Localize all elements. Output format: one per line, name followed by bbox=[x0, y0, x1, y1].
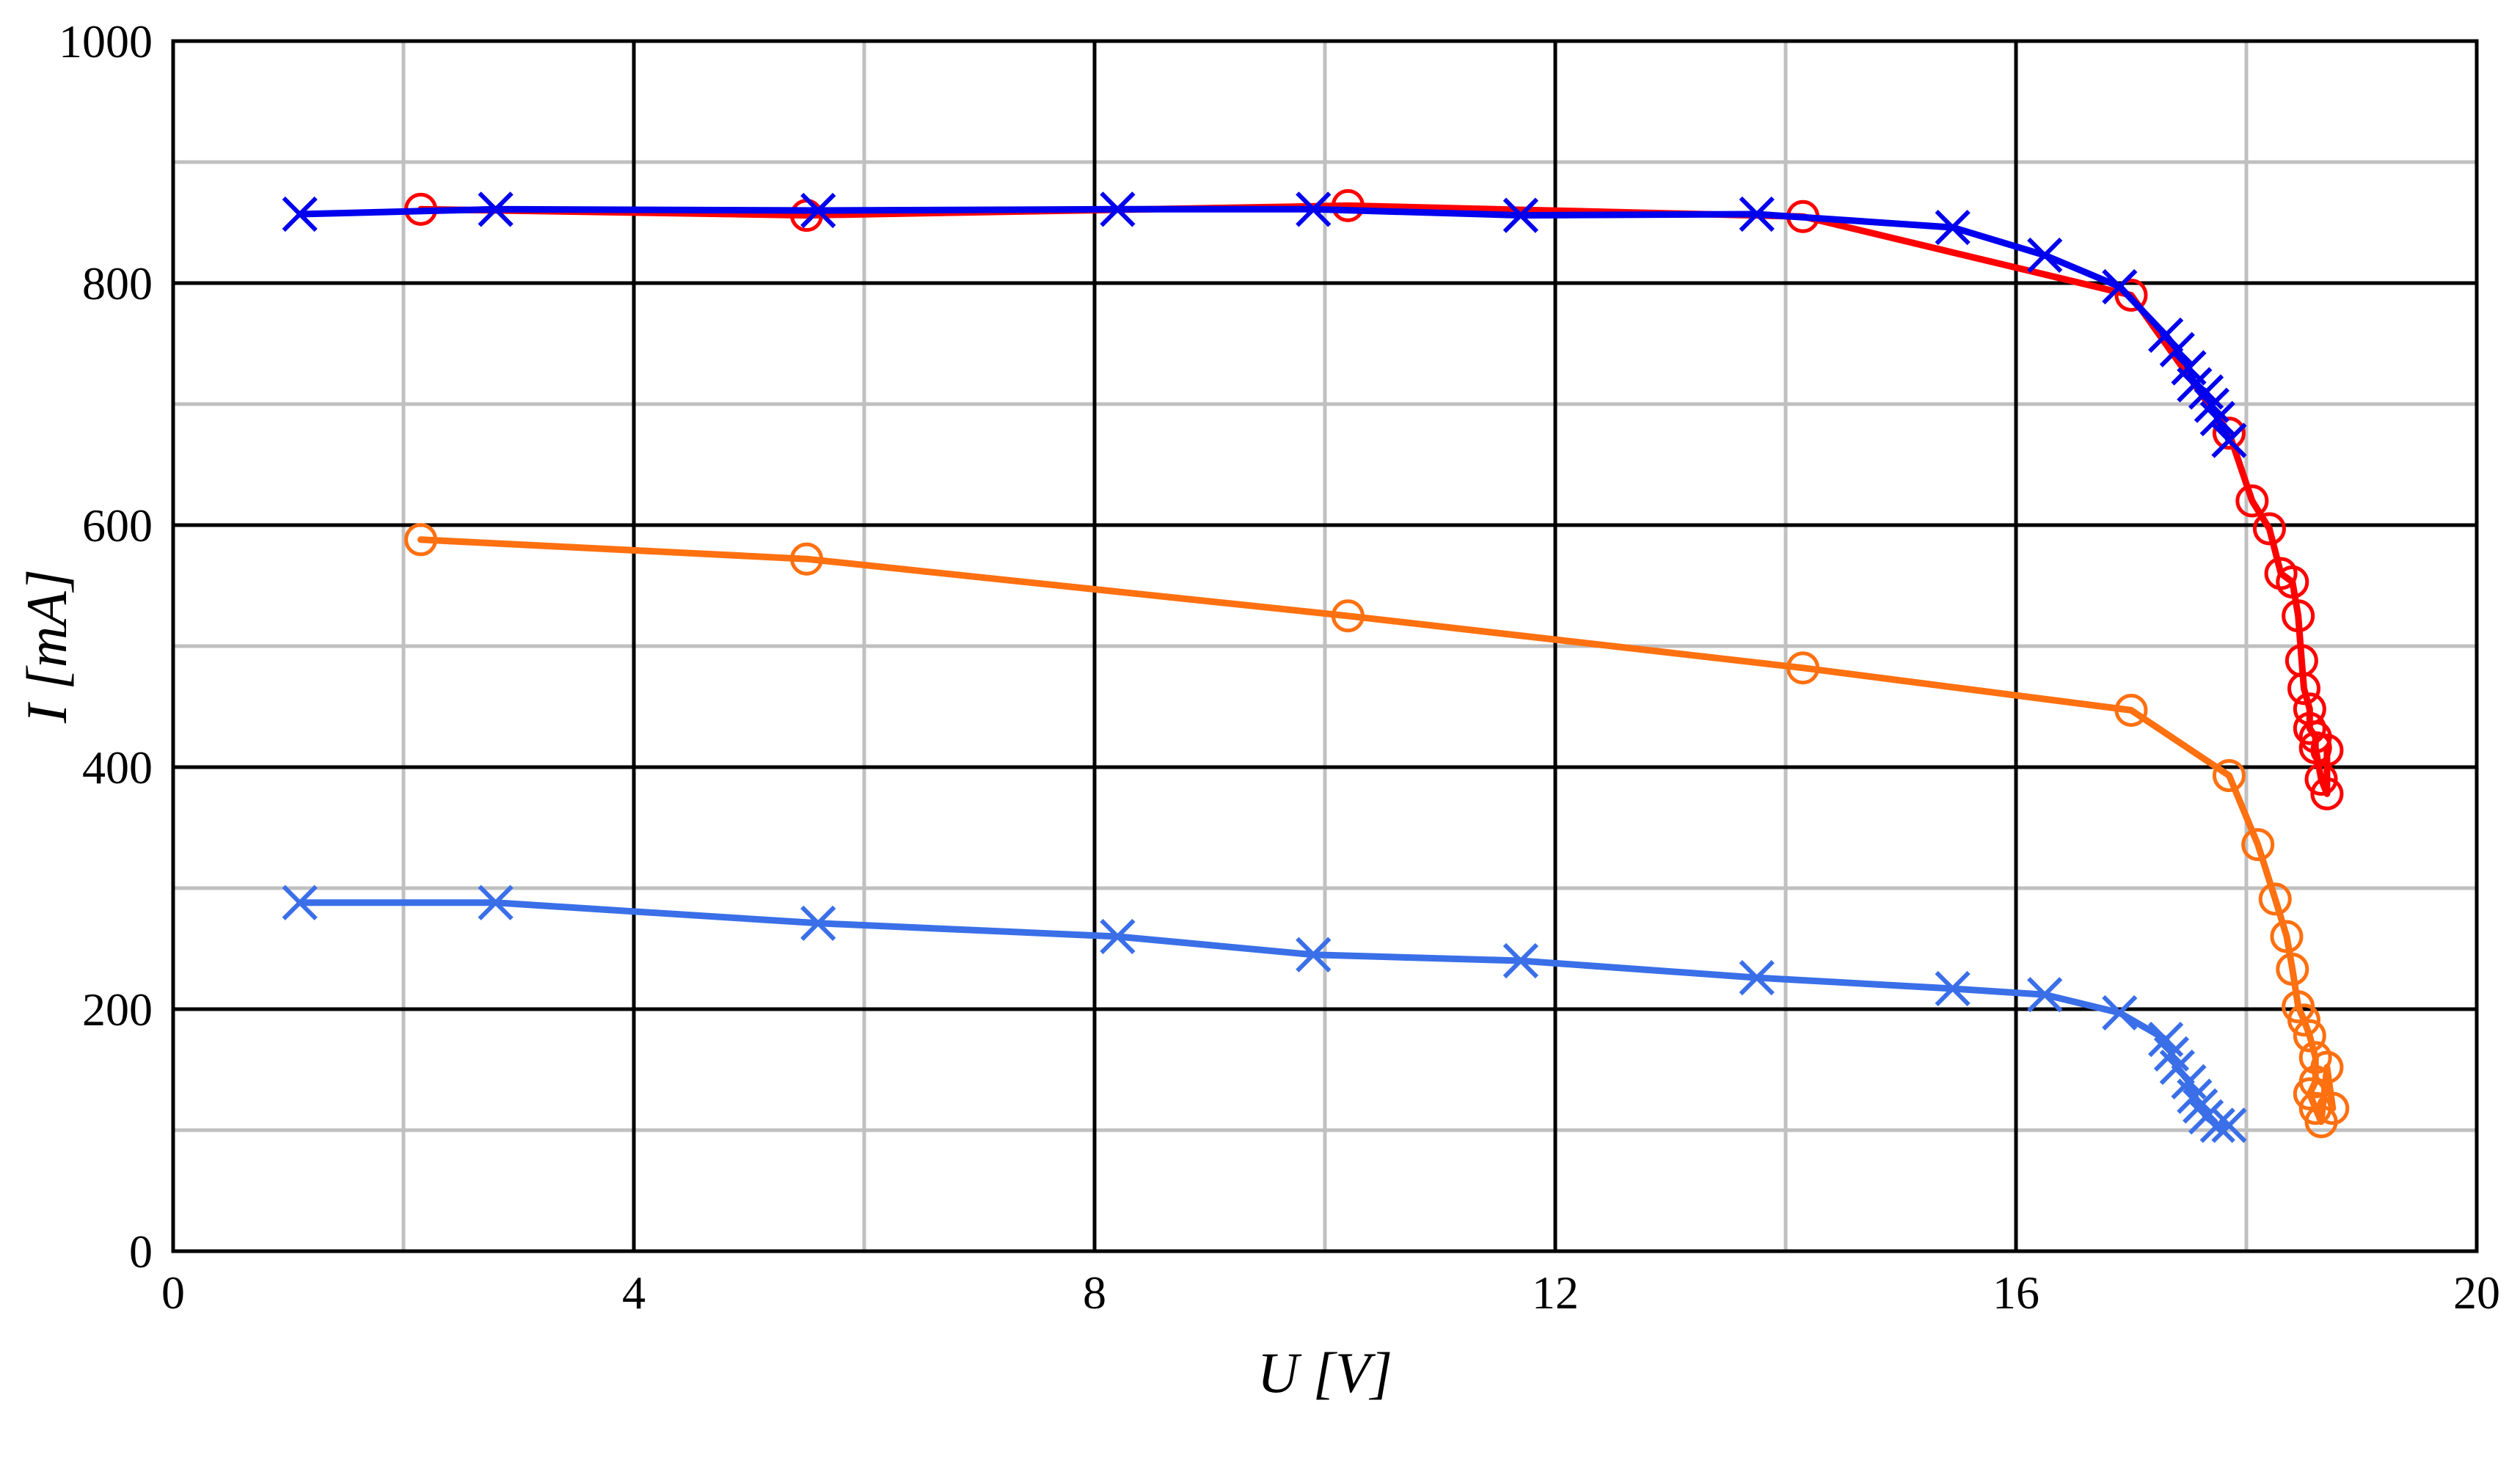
data-point-cross bbox=[478, 191, 514, 227]
series-3 bbox=[404, 523, 2350, 1138]
series-line bbox=[417, 202, 2331, 797]
data-point-circle bbox=[2287, 672, 2320, 706]
data-point-cross bbox=[1739, 196, 1775, 232]
series-1 bbox=[404, 188, 2344, 810]
data-point-cross bbox=[1739, 959, 1775, 996]
data-point-cross bbox=[2159, 331, 2195, 367]
data-point-circle bbox=[2298, 1041, 2332, 1074]
plot-frame bbox=[171, 39, 2479, 1253]
data-point-circle bbox=[2252, 512, 2286, 546]
data-point-cross bbox=[282, 196, 318, 232]
x-axis-title: U [V] bbox=[1257, 1341, 1392, 1404]
data-point-circle bbox=[404, 523, 438, 557]
plot-border bbox=[171, 39, 2479, 1253]
data-point-circle bbox=[2212, 759, 2246, 793]
data-point-circle bbox=[2258, 882, 2292, 916]
x-tick-label: 12 bbox=[1532, 1267, 1579, 1319]
data-point-circle bbox=[2298, 731, 2332, 765]
data-point-cross bbox=[2211, 1107, 2247, 1143]
series-line bbox=[296, 899, 2232, 1129]
data-point-circle bbox=[2114, 279, 2148, 312]
x-tick-label: 4 bbox=[622, 1267, 646, 1319]
data-point-cross bbox=[2027, 237, 2063, 274]
series-2 bbox=[282, 191, 2247, 458]
x-tick-label: 16 bbox=[1993, 1267, 2039, 1319]
data-point-cross bbox=[1935, 209, 1971, 246]
x-tick-label: 0 bbox=[161, 1267, 185, 1319]
data-point-circle bbox=[790, 542, 823, 576]
y-tick-label: 200 bbox=[82, 983, 153, 1036]
data-point-circle bbox=[1331, 188, 1365, 222]
data-point-circle bbox=[2310, 1050, 2344, 1084]
data-point-circle bbox=[2287, 1003, 2320, 1037]
data-point-cross bbox=[1296, 191, 1332, 227]
data-point-circle bbox=[2276, 953, 2309, 986]
data-point-circle bbox=[2241, 828, 2275, 862]
y-tick-label: 800 bbox=[82, 257, 153, 309]
series-line bbox=[417, 536, 2337, 1125]
data-point-cross bbox=[1100, 191, 1136, 227]
data-point-circle bbox=[2235, 484, 2269, 518]
data-point-cross bbox=[1502, 942, 1539, 979]
data-point-cross bbox=[1502, 197, 1539, 233]
data-point-circle bbox=[2276, 565, 2309, 599]
series-4 bbox=[282, 884, 2247, 1143]
y-axis-title: I [mA] bbox=[15, 569, 78, 724]
data-point-circle bbox=[1786, 651, 1820, 685]
data-point-cross bbox=[1935, 970, 1971, 1007]
data-point-cross bbox=[800, 192, 836, 229]
y-tick-label: 0 bbox=[129, 1226, 153, 1278]
data-point-cross bbox=[2211, 422, 2247, 458]
x-tick-label: 8 bbox=[1083, 1267, 1106, 1319]
data-point-cross bbox=[800, 905, 836, 941]
data-point-cross bbox=[2199, 400, 2235, 436]
data-point-cross bbox=[1100, 918, 1136, 955]
data-point-circle bbox=[2212, 417, 2246, 450]
data-point-circle bbox=[2293, 711, 2326, 745]
data-point-cross bbox=[2177, 1078, 2213, 1114]
y-tick-label: 400 bbox=[82, 741, 153, 794]
data-point-circle bbox=[2293, 1077, 2326, 1110]
data-point-circle bbox=[2293, 1019, 2326, 1052]
y-tick-label: 600 bbox=[82, 499, 153, 552]
data-point-circle bbox=[2310, 733, 2344, 767]
minor-gridlines bbox=[173, 41, 2477, 1251]
data-point-circle bbox=[2270, 920, 2304, 953]
data-point-cross bbox=[2102, 268, 2138, 305]
data-point-cross bbox=[2199, 1107, 2235, 1143]
data-point-circle bbox=[1331, 599, 1365, 633]
data-point-cross bbox=[1296, 937, 1332, 972]
data-point-circle bbox=[2310, 777, 2344, 810]
data-point-cross bbox=[478, 884, 514, 920]
data-point-cross bbox=[2027, 977, 2063, 1013]
y-tick-label: 1000 bbox=[59, 15, 153, 67]
series-layer bbox=[282, 188, 2350, 1143]
data-point-circle bbox=[2282, 599, 2315, 633]
data-point-cross bbox=[2102, 994, 2138, 1031]
x-tick-label: 20 bbox=[2453, 1267, 2500, 1319]
data-point-circle bbox=[2114, 693, 2148, 727]
data-point-cross bbox=[282, 884, 318, 920]
data-point-circle bbox=[2316, 1091, 2350, 1125]
